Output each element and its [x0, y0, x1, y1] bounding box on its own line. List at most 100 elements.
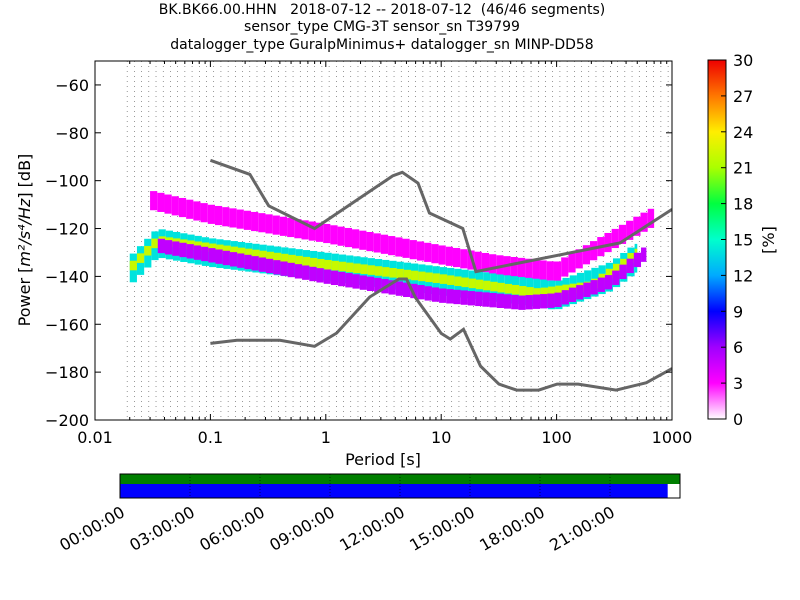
psd-cell — [186, 244, 194, 259]
psd-cell — [568, 287, 577, 302]
psd-cell — [546, 261, 554, 281]
psd-cell — [418, 271, 426, 282]
psd-cell — [223, 245, 231, 256]
psd-cell — [294, 219, 302, 239]
psd-cell — [193, 245, 202, 260]
psd-cell — [352, 229, 360, 249]
psd-cell — [301, 220, 309, 240]
psd-cell — [432, 273, 440, 283]
psd-cell — [245, 248, 253, 259]
y-axis-label-prefix: Power [ — [15, 267, 34, 327]
psd-cell — [151, 238, 159, 249]
psd-cell — [446, 289, 454, 304]
psd-cell — [324, 259, 332, 270]
psd-cell — [460, 290, 468, 305]
psd-cell — [388, 236, 396, 256]
psd-cell — [207, 204, 215, 224]
psd-cell — [431, 287, 440, 302]
psd-cell — [504, 283, 513, 294]
psd-cell — [222, 250, 230, 266]
psd-cell — [467, 291, 476, 306]
psd-cell — [562, 284, 570, 295]
psd-cell — [171, 196, 179, 216]
psd-cell — [395, 281, 404, 296]
psd-cell — [416, 241, 425, 261]
psd-cell — [222, 207, 230, 227]
timeline-tick-label: 21:00:00 — [546, 502, 618, 554]
y-tick-label: −120 — [45, 220, 89, 239]
psd-cell — [511, 294, 519, 310]
psd-cell — [619, 264, 627, 279]
psd-cell — [251, 256, 259, 271]
nlnm-line — [210, 277, 672, 392]
colorbar-tick-label: 0 — [733, 410, 743, 429]
psd-cell — [641, 247, 647, 262]
psd-cell — [308, 221, 316, 241]
psd-cell — [366, 232, 374, 252]
psd-cell — [200, 203, 208, 223]
psd-cell — [452, 247, 461, 268]
psd-cell — [367, 265, 375, 275]
psd-cell — [172, 241, 180, 256]
psd-cell — [258, 257, 266, 272]
psd-cell — [287, 217, 295, 238]
psd-cell — [252, 249, 260, 260]
psd-cell — [338, 271, 346, 287]
psd-cell — [229, 252, 238, 267]
psd-cell — [310, 257, 318, 268]
psd-cell — [382, 267, 390, 277]
psd-cell — [532, 294, 541, 309]
psd-cell — [366, 276, 375, 292]
psd-cell — [590, 280, 598, 295]
title-line-3: datalogger_type GuralpMinimus+ datalogge… — [170, 37, 594, 53]
timeline-tick-label: 03:00:00 — [126, 502, 198, 554]
timeline-tick-label: 12:00:00 — [336, 502, 408, 554]
psd-cell — [547, 293, 555, 308]
psd-cell — [315, 222, 324, 242]
x-tick-label: 1 — [321, 428, 331, 447]
colorbar-tick-label: 15 — [733, 231, 753, 250]
nhnm-line — [209, 158, 672, 274]
psd-cell — [244, 254, 252, 270]
psd-cell — [214, 205, 223, 226]
psd-cell — [150, 191, 158, 211]
psd-cell — [330, 225, 338, 245]
psd-cell — [539, 260, 547, 280]
psd-cell — [517, 257, 526, 278]
psd-cell — [344, 227, 353, 248]
title-line-1: BK.BK66.00.HHN 2018-07-12 -- 2018-07-12 … — [158, 2, 606, 18]
psd-cell — [294, 264, 303, 279]
psd-cell — [490, 281, 498, 292]
psd-cell — [193, 201, 201, 221]
psd-cell — [604, 232, 612, 253]
x-axis-label: Period [s] — [345, 450, 421, 469]
psd-cell — [136, 253, 145, 263]
psd-cell — [157, 192, 165, 212]
psd-cell — [403, 282, 411, 297]
psd-cell — [540, 287, 549, 298]
psd-cell — [540, 294, 548, 309]
psd-cell — [287, 262, 295, 278]
psd-cell — [157, 238, 165, 254]
timeline-top-bar — [120, 474, 680, 484]
psd-cell — [483, 280, 491, 291]
psd-cell — [633, 252, 642, 268]
timeline-tick-label: 15:00:00 — [406, 502, 478, 554]
data-coverage-timeline: 00:00:0003:00:0006:00:0009:00:0012:00:00… — [56, 473, 681, 555]
psd-cell — [583, 282, 591, 297]
psd-cell — [338, 261, 347, 272]
psd-cell — [445, 246, 453, 266]
x-tick-label: 10 — [431, 428, 451, 447]
psd-cell — [468, 278, 476, 289]
psd-cell — [237, 253, 245, 268]
psd-cell — [273, 252, 282, 263]
psd-cell — [279, 216, 288, 236]
x-tick-label: 1000 — [652, 428, 693, 447]
psd-cell — [353, 263, 361, 274]
psd-cell — [605, 268, 613, 279]
colorbar-label: [%] — [759, 226, 778, 254]
psd-cell — [402, 238, 410, 258]
psd-cell — [489, 254, 497, 274]
psd-cell — [129, 260, 137, 271]
